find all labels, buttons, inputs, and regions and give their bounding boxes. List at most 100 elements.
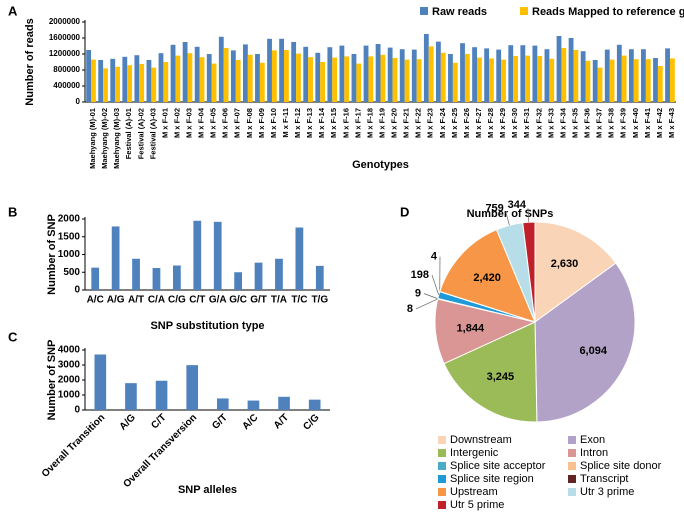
panel-label: D — [400, 204, 409, 219]
bar — [665, 48, 670, 102]
bar — [645, 59, 651, 102]
bar — [186, 365, 199, 410]
x-tick-label: M x F-39 — [619, 108, 628, 138]
bar — [669, 58, 675, 102]
bar — [416, 59, 422, 102]
legend-label: Exon — [580, 434, 605, 446]
leader-line — [431, 274, 440, 296]
bar — [501, 59, 506, 102]
x-tick-label: M x F-18 — [365, 108, 374, 138]
bar — [573, 50, 579, 102]
bar — [230, 50, 236, 102]
bar — [327, 47, 333, 102]
bar — [476, 57, 482, 102]
bar — [151, 67, 157, 102]
bar — [216, 398, 229, 410]
x-tick-label: M x F-07 — [233, 108, 242, 138]
bar — [187, 53, 193, 102]
bar — [243, 44, 248, 102]
x-tick-label: M x F-28 — [486, 108, 495, 138]
bar — [211, 63, 217, 102]
bar — [609, 59, 615, 102]
bar — [597, 67, 603, 102]
pie-slice — [534, 221, 617, 323]
x-tick-label: M x F-17 — [353, 108, 362, 138]
bar — [155, 380, 168, 410]
bar — [279, 38, 285, 102]
bar — [356, 63, 362, 102]
bar — [549, 58, 555, 102]
bar — [657, 66, 663, 102]
x-tick-label: M x F-24 — [438, 107, 447, 138]
bar — [556, 36, 562, 102]
legend-label: Raw reads — [432, 6, 487, 18]
legend-label: Downstream — [450, 434, 512, 446]
panel-label: B — [8, 204, 17, 219]
x-tick-label: Festival (A)-01 — [124, 108, 133, 159]
bar — [125, 383, 137, 410]
x-tick-label: G/A — [209, 295, 227, 306]
x-tick-label: M x F-34 — [558, 107, 567, 138]
x-tick-label: A/C — [240, 412, 260, 432]
legend-label: Intron — [580, 447, 608, 459]
bar — [592, 60, 598, 102]
bar — [103, 68, 108, 102]
bar — [532, 45, 538, 102]
x-tick-label: C/T — [149, 412, 168, 431]
pie-slice — [443, 321, 538, 423]
bar — [255, 54, 260, 102]
bar — [332, 57, 338, 102]
x-tick-label: M x F-14 — [317, 107, 326, 138]
bar — [247, 54, 253, 102]
legend-swatch — [568, 436, 576, 444]
data-label: 198 — [411, 269, 429, 281]
bar — [621, 55, 627, 102]
data-label: 1,844 — [457, 322, 485, 334]
y-tick-label: 2000 — [58, 214, 81, 225]
leader-line — [505, 211, 510, 226]
x-axis-label: SNP alleles — [178, 484, 237, 496]
y-tick-label: 0 — [74, 405, 80, 416]
bar — [91, 267, 100, 290]
bar — [146, 60, 152, 102]
x-tick-label: A/T — [272, 412, 291, 431]
y-tick-label: 1200000 — [49, 49, 81, 58]
bar — [561, 48, 567, 102]
legend-swatch — [438, 488, 446, 496]
legend-swatch — [568, 462, 576, 470]
bar — [585, 60, 591, 102]
x-tick-label: M x F-41 — [643, 108, 652, 138]
x-tick-label: M x F-30 — [510, 108, 519, 138]
bar — [199, 57, 205, 102]
y-tick-label: 4000 — [58, 345, 81, 356]
pie-slice — [534, 262, 636, 423]
x-tick-label: A/G — [107, 295, 125, 306]
bar — [170, 44, 176, 102]
y-tick-label: 2000 — [58, 375, 81, 386]
y-tick-label: 1000 — [58, 249, 81, 260]
x-tick-label: G/T — [210, 412, 230, 432]
x-tick-label: M x F-22 — [414, 108, 423, 138]
x-tick-label: M x F-03 — [185, 108, 194, 138]
bar — [351, 54, 357, 102]
legend-swatch — [520, 7, 528, 15]
x-tick-label: M x F-02 — [172, 108, 181, 138]
data-label: 759 — [485, 203, 503, 215]
bar — [206, 54, 212, 102]
bar — [435, 41, 441, 102]
x-tick-label: C/G — [168, 295, 186, 306]
x-tick-label: M x F-35 — [570, 108, 579, 138]
bar — [568, 38, 574, 102]
x-tick-label: A/C — [87, 295, 104, 306]
x-tick-label: T/A — [271, 295, 287, 306]
bar — [235, 60, 241, 102]
bar — [193, 220, 202, 290]
bar — [98, 60, 104, 102]
bar — [653, 58, 658, 102]
bar — [641, 49, 646, 102]
bar — [247, 400, 260, 410]
bar — [111, 226, 120, 290]
bar — [127, 65, 133, 102]
legend-swatch — [438, 436, 446, 444]
bar — [525, 55, 531, 102]
